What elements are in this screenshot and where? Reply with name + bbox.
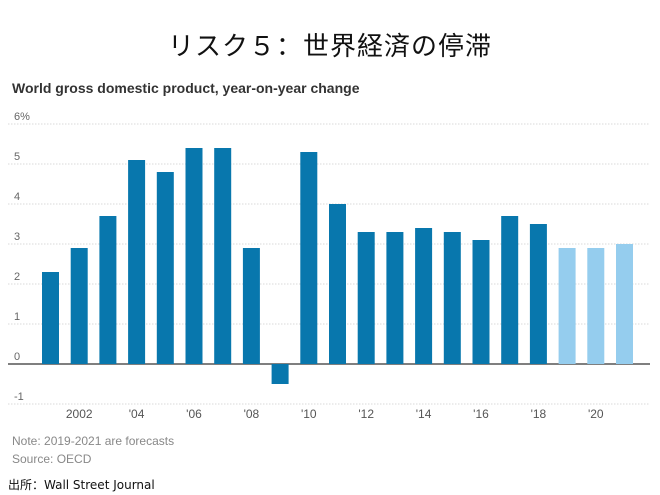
chart-note: Note: 2019-2021 are forecasts: [12, 434, 175, 448]
bar-2017: [501, 216, 519, 364]
x-tick-label: 2002: [66, 407, 93, 421]
y-tick-label: 3: [14, 231, 20, 243]
y-tick-label: 1: [14, 311, 20, 323]
bar-2014: [415, 228, 433, 364]
bar-2018: [529, 224, 547, 364]
chart-source: Source: OECD: [12, 452, 92, 466]
y-tick-label: 6%: [14, 111, 30, 123]
bar-2004: [128, 160, 146, 364]
bar-2011: [329, 204, 346, 364]
bar-2013: [386, 232, 404, 364]
y-tick-label: -1: [14, 391, 24, 403]
bar-2001: [42, 272, 59, 364]
bar-2005: [156, 172, 174, 364]
bar-2009: [271, 364, 289, 384]
bar-2002: [70, 248, 88, 364]
bar-2007: [214, 148, 232, 364]
bar-2020: [587, 248, 605, 364]
bar-2015: [443, 232, 461, 364]
x-tick-label: '14: [416, 407, 432, 421]
x-tick-label: '12: [358, 407, 374, 421]
bars: [42, 148, 633, 384]
x-tick-label: '16: [473, 407, 489, 421]
x-tick-label: '18: [531, 407, 547, 421]
y-tick-label: 0: [14, 351, 20, 363]
y-axis-ticks: 6% 5 4 3 2 1 0 -1: [14, 111, 30, 403]
x-tick-label: '10: [301, 407, 317, 421]
bar-2008: [242, 248, 260, 364]
x-tick-label: '06: [186, 407, 202, 421]
bar-2010: [300, 152, 318, 364]
y-tick-label: 2: [14, 271, 20, 283]
x-axis-ticks: 2002 '04 '06 '08 '10 '12 '14 '16 '18 '20: [66, 407, 604, 421]
bar-2019: [558, 248, 576, 364]
x-tick-label: '08: [244, 407, 260, 421]
bar-2012: [357, 232, 375, 364]
chart-title: World gross domestic product, year-on-ye…: [12, 80, 360, 96]
bar-2021: [616, 244, 633, 364]
y-tick-label: 4: [14, 191, 20, 203]
bar-2003: [99, 216, 117, 364]
source-credit: 出所：Wall Street Journal: [8, 478, 155, 492]
x-tick-label: '20: [588, 407, 604, 421]
bar-2016: [472, 240, 490, 364]
slide-title: リスク５：世界経済の停滞: [167, 32, 492, 62]
y-tick-label: 5: [14, 151, 20, 163]
x-tick-label: '04: [129, 407, 145, 421]
bar-2006: [185, 148, 203, 364]
